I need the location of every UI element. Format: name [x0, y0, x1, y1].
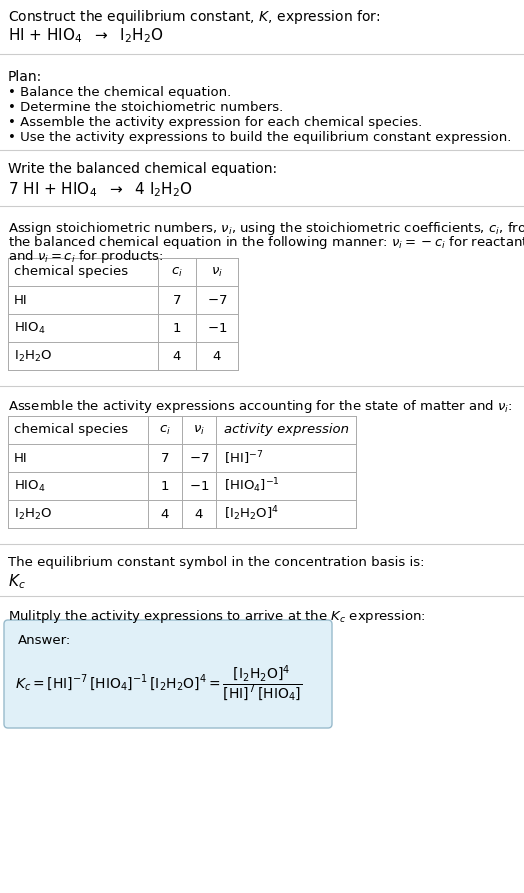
- Text: HI: HI: [14, 294, 28, 306]
- Text: $-7$: $-7$: [189, 452, 209, 464]
- Text: Write the balanced chemical equation:: Write the balanced chemical equation:: [8, 162, 277, 176]
- Text: HI: HI: [14, 452, 28, 464]
- Text: • Balance the chemical equation.: • Balance the chemical equation.: [8, 86, 231, 99]
- Text: Assign stoichiometric numbers, $\nu_i$, using the stoichiometric coefficients, $: Assign stoichiometric numbers, $\nu_i$, …: [8, 220, 524, 237]
- Text: $c_i$: $c_i$: [171, 265, 183, 279]
- Text: Plan:: Plan:: [8, 70, 42, 84]
- Text: 7: 7: [161, 452, 169, 464]
- Text: The equilibrium constant symbol in the concentration basis is:: The equilibrium constant symbol in the c…: [8, 556, 424, 569]
- Text: $\nu_i$: $\nu_i$: [211, 265, 223, 279]
- Text: 1: 1: [161, 480, 169, 493]
- Text: Answer:: Answer:: [18, 634, 71, 647]
- Text: 1: 1: [173, 321, 181, 335]
- Text: chemical species: chemical species: [14, 423, 128, 437]
- Text: 4: 4: [161, 507, 169, 521]
- Text: $-1$: $-1$: [207, 321, 227, 335]
- Text: the balanced chemical equation in the following manner: $\nu_i = -c_i$ for react: the balanced chemical equation in the fo…: [8, 234, 524, 251]
- Text: 7 HI + HIO$_4$  $\rightarrow$  4 I$_2$H$_2$O: 7 HI + HIO$_4$ $\rightarrow$ 4 I$_2$H$_2…: [8, 180, 193, 199]
- Text: $[\mathrm{I_2H_2O}]^{4}$: $[\mathrm{I_2H_2O}]^{4}$: [224, 505, 279, 523]
- Text: $-1$: $-1$: [189, 480, 209, 493]
- Text: $[\mathrm{HIO_4}]^{-1}$: $[\mathrm{HIO_4}]^{-1}$: [224, 477, 280, 496]
- Text: $[\mathrm{HI}]^{-7}$: $[\mathrm{HI}]^{-7}$: [224, 449, 263, 467]
- Text: 7: 7: [173, 294, 181, 306]
- Text: activity expression: activity expression: [224, 423, 349, 437]
- Text: HIO$_4$: HIO$_4$: [14, 321, 46, 336]
- Text: $-7$: $-7$: [207, 294, 227, 306]
- Text: chemical species: chemical species: [14, 265, 128, 279]
- Text: and $\nu_i = c_i$ for products:: and $\nu_i = c_i$ for products:: [8, 248, 163, 265]
- Text: $\nu_i$: $\nu_i$: [193, 423, 205, 437]
- Text: • Assemble the activity expression for each chemical species.: • Assemble the activity expression for e…: [8, 116, 422, 129]
- Text: • Determine the stoichiometric numbers.: • Determine the stoichiometric numbers.: [8, 101, 283, 114]
- Text: HI + HIO$_4$  $\rightarrow$  I$_2$H$_2$O: HI + HIO$_4$ $\rightarrow$ I$_2$H$_2$O: [8, 26, 164, 45]
- Text: $c_i$: $c_i$: [159, 423, 171, 437]
- Text: $K_c = [\mathrm{HI}]^{-7}\,[\mathrm{HIO_4}]^{-1}\,[\mathrm{I_2H_2O}]^{4} = \dfra: $K_c = [\mathrm{HI}]^{-7}\,[\mathrm{HIO_…: [15, 663, 302, 705]
- FancyBboxPatch shape: [4, 620, 332, 728]
- Text: • Use the activity expressions to build the equilibrium constant expression.: • Use the activity expressions to build …: [8, 131, 511, 144]
- Text: 4: 4: [195, 507, 203, 521]
- Text: Assemble the activity expressions accounting for the state of matter and $\nu_i$: Assemble the activity expressions accoun…: [8, 398, 512, 415]
- Text: I$_2$H$_2$O: I$_2$H$_2$O: [14, 506, 52, 522]
- Text: 4: 4: [213, 349, 221, 363]
- Text: HIO$_4$: HIO$_4$: [14, 479, 46, 494]
- Text: Construct the equilibrium constant, $K$, expression for:: Construct the equilibrium constant, $K$,…: [8, 8, 380, 26]
- Text: I$_2$H$_2$O: I$_2$H$_2$O: [14, 348, 52, 363]
- Text: $K_c$: $K_c$: [8, 572, 26, 590]
- Text: Mulitply the activity expressions to arrive at the $K_c$ expression:: Mulitply the activity expressions to arr…: [8, 608, 426, 625]
- Text: 4: 4: [173, 349, 181, 363]
